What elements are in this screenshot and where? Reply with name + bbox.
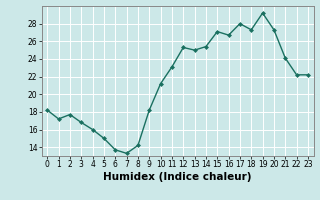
X-axis label: Humidex (Indice chaleur): Humidex (Indice chaleur) <box>103 172 252 182</box>
